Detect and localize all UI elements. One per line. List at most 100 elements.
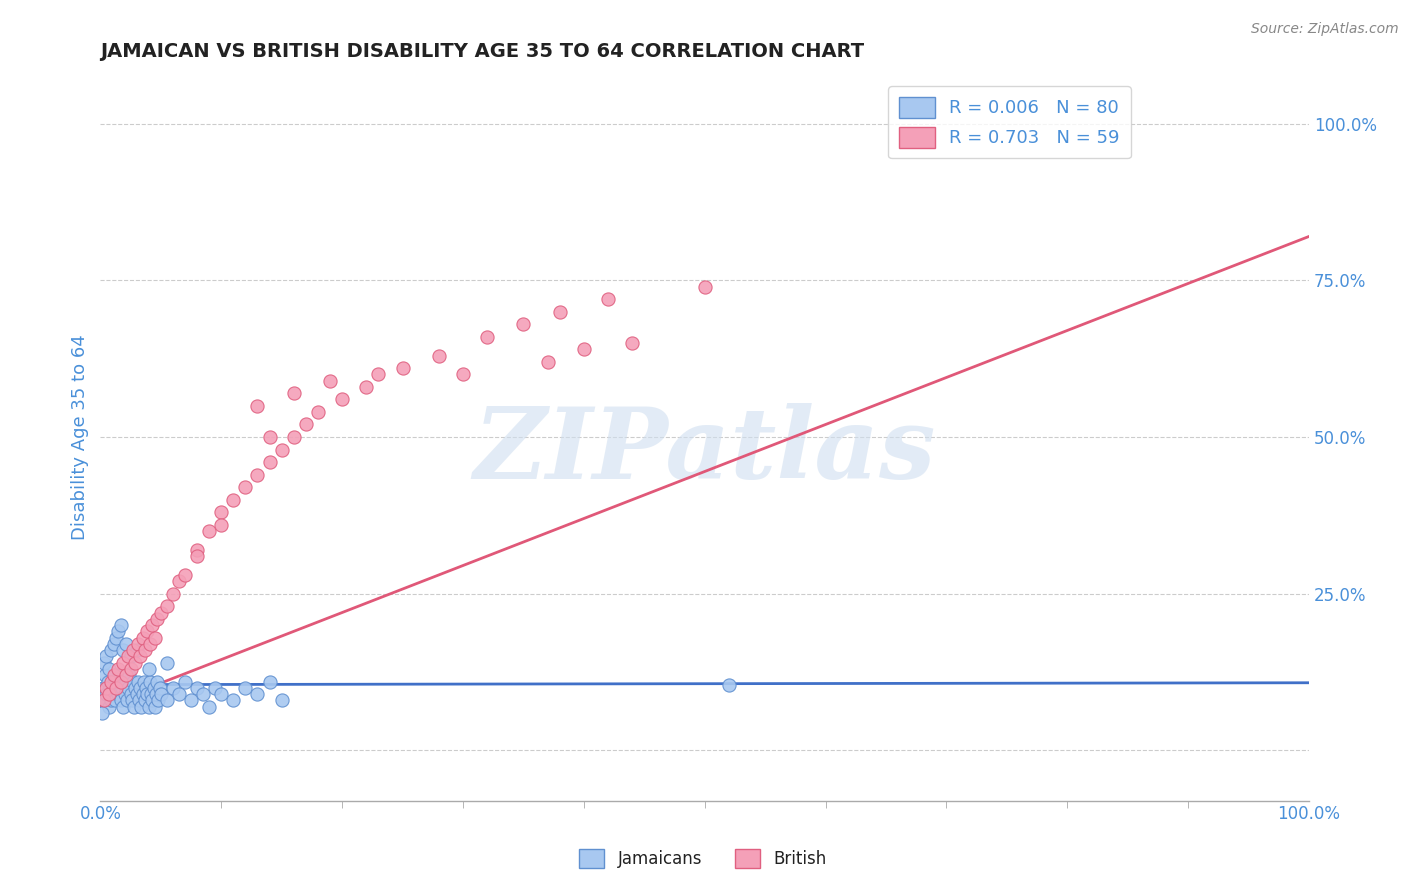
Point [209, 505, 232, 519]
Point [717, 678, 740, 692]
Point [100, 643, 122, 657]
Point [319, 374, 342, 388]
Point [97, 674, 120, 689]
Legend: R = 0.006   N = 80, R = 0.703   N = 59: R = 0.006 N = 80, R = 0.703 N = 59 [889, 87, 1130, 159]
Point [156, 656, 179, 670]
Point [134, 643, 156, 657]
Point [105, 681, 128, 695]
Point [134, 693, 156, 707]
Point [103, 637, 125, 651]
Point [235, 681, 257, 695]
Point [114, 687, 136, 701]
Point [131, 699, 153, 714]
Point [167, 574, 190, 589]
Text: JAMAICAN VS BRITISH DISABILITY AGE 35 TO 64 CORRELATION CHART: JAMAICAN VS BRITISH DISABILITY AGE 35 TO… [100, 42, 865, 61]
Point [122, 674, 145, 689]
Point [96, 681, 118, 695]
Point [259, 430, 281, 444]
Point [105, 681, 128, 695]
Point [121, 693, 143, 707]
Point [146, 674, 169, 689]
Point [283, 430, 305, 444]
Point [114, 668, 136, 682]
Point [108, 674, 131, 689]
Point [118, 668, 141, 682]
Point [93, 656, 115, 670]
Point [246, 399, 269, 413]
Point [114, 674, 136, 689]
Point [129, 649, 152, 664]
Point [128, 693, 150, 707]
Point [107, 687, 129, 701]
Point [167, 687, 190, 701]
Point [475, 329, 498, 343]
Point [100, 674, 122, 689]
Point [693, 279, 716, 293]
Point [120, 649, 142, 664]
Point [145, 687, 167, 701]
Point [209, 517, 232, 532]
Point [548, 304, 571, 318]
Point [259, 674, 281, 689]
Point [139, 637, 162, 651]
Point [162, 587, 184, 601]
Point [596, 292, 619, 306]
Point [131, 631, 153, 645]
Point [235, 480, 257, 494]
Point [112, 643, 135, 657]
Point [146, 612, 169, 626]
Point [131, 687, 153, 701]
Legend: Jamaicans, British: Jamaicans, British [572, 842, 834, 875]
Point [93, 693, 115, 707]
Point [198, 524, 221, 538]
Point [156, 693, 179, 707]
Point [110, 693, 132, 707]
Point [97, 687, 120, 701]
Point [110, 674, 132, 689]
Point [391, 361, 413, 376]
Point [97, 699, 120, 714]
Point [136, 624, 159, 639]
Point [209, 687, 232, 701]
Point [142, 681, 165, 695]
Point [246, 687, 269, 701]
Point [127, 674, 149, 689]
Point [93, 693, 115, 707]
Point [105, 668, 128, 682]
Point [148, 693, 170, 707]
Point [141, 618, 163, 632]
Point [104, 693, 127, 707]
Point [162, 681, 184, 695]
Point [180, 693, 202, 707]
Point [129, 681, 152, 695]
Point [174, 674, 197, 689]
Point [621, 336, 644, 351]
Point [125, 687, 148, 701]
Point [270, 693, 292, 707]
Point [120, 662, 142, 676]
Text: ZIPatlas: ZIPatlas [474, 403, 936, 500]
Point [149, 606, 172, 620]
Point [96, 687, 118, 701]
Point [127, 637, 149, 651]
Point [139, 687, 162, 701]
Point [112, 656, 135, 670]
Point [94, 668, 117, 682]
Point [107, 624, 129, 639]
Point [124, 681, 146, 695]
Point [330, 392, 353, 407]
Point [451, 368, 474, 382]
Point [115, 693, 138, 707]
Point [356, 380, 378, 394]
Point [101, 687, 124, 701]
Point [143, 631, 166, 645]
Point [246, 467, 269, 482]
Point [138, 699, 160, 714]
Point [572, 343, 595, 357]
Point [111, 681, 134, 695]
Point [143, 699, 166, 714]
Point [132, 674, 155, 689]
Point [117, 681, 139, 695]
Point [138, 662, 160, 676]
Point [186, 542, 208, 557]
